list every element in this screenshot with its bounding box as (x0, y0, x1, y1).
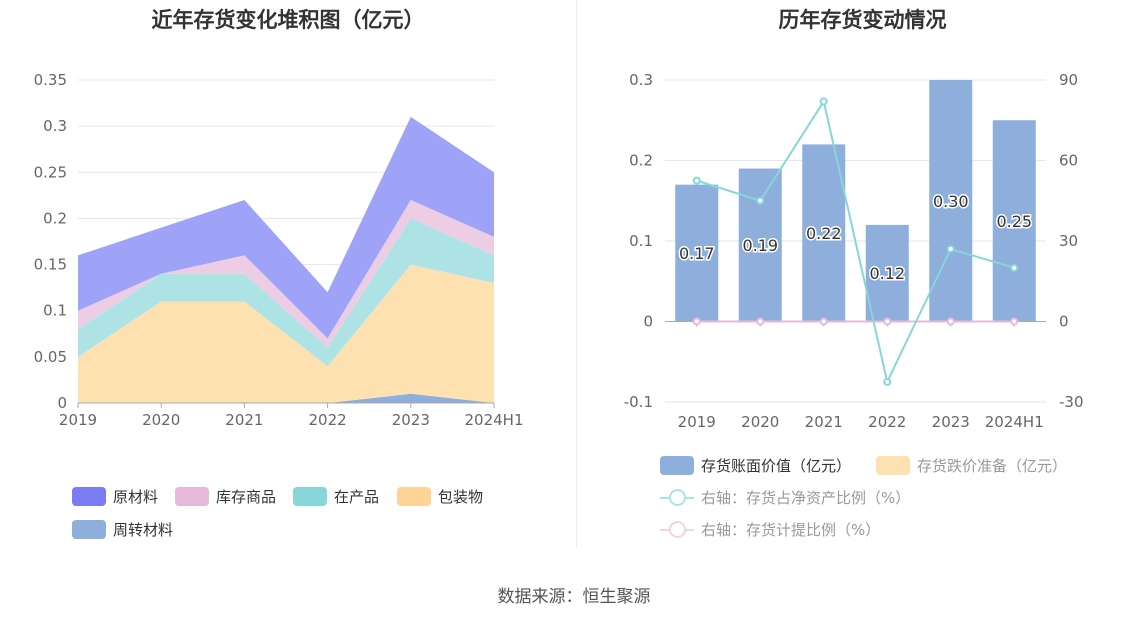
y-tick-label: 0.15 (34, 256, 67, 274)
legend-item-raw-materials[interactable]: 原材料 (72, 486, 158, 507)
y-tick-label: 0.2 (629, 152, 653, 170)
legend-item-turnover-materials[interactable]: 周转材料 (72, 519, 173, 540)
y-tick-label: 0.1 (629, 232, 653, 250)
line-point (883, 377, 892, 386)
x-tick-label: 2024H1 (465, 411, 524, 429)
legend-label-packaging: 包装物 (438, 488, 484, 506)
line-point (1010, 317, 1019, 326)
legend-label-raw-materials: 原材料 (113, 488, 159, 506)
legend-swatch-turnover-materials (72, 520, 106, 539)
y-tick-label: 0 (57, 394, 67, 412)
bar (992, 120, 1036, 322)
y-tick-label: 0 (643, 313, 653, 331)
legend-item-impairment[interactable]: 存货跌价准备（亿元） (876, 455, 1067, 476)
legend-swatch-packaging (397, 487, 431, 506)
legend-swatch-raw-materials (72, 487, 106, 506)
area-series (78, 393, 494, 403)
bar (802, 144, 846, 322)
bar-value-label: 0.25 (996, 212, 1032, 231)
x-tick-label: 2020 (142, 411, 180, 429)
line-point (692, 176, 701, 185)
bar (675, 184, 719, 322)
x-tick-label: 2021 (225, 411, 263, 429)
legend-item-work-in-progress[interactable]: 在产品 (293, 486, 379, 507)
y-tick-label: 0.2 (43, 209, 67, 227)
line-point (819, 97, 828, 106)
legend-label-turnover-materials: 周转材料 (113, 521, 174, 539)
x-tick-label: 2020 (741, 413, 779, 431)
legend-item-provision-ratio[interactable]: 右轴：存货计提比例（%） (660, 519, 880, 540)
line-point (692, 317, 701, 326)
y-tick-label: 0.35 (34, 71, 67, 89)
area-series (78, 264, 494, 403)
y-tick-label: 0.05 (34, 348, 67, 366)
legend-swatch-finished-goods (175, 487, 209, 506)
line-point (819, 317, 828, 326)
line-point (1010, 263, 1019, 272)
line-point (946, 245, 955, 254)
legend-label-finished-goods: 库存商品 (216, 488, 277, 506)
legend-swatch-impairment (876, 456, 910, 475)
legend-line-net-asset-ratio (660, 488, 694, 507)
x-tick-label: 2019 (59, 411, 97, 429)
y-tick-label: -0.1 (624, 393, 653, 411)
legend-label-work-in-progress: 在产品 (334, 488, 380, 506)
y2-tick-label: 90 (1059, 71, 1078, 89)
y2-tick-label: 60 (1059, 152, 1078, 170)
x-tick-label: 2021 (805, 413, 843, 431)
x-tick-label: 2023 (932, 413, 970, 431)
data-source-note: 数据来源：恒生聚源 (497, 587, 651, 607)
y-tick-label: 0.3 (629, 71, 653, 89)
area-series (78, 199, 494, 348)
left-chart-title: 近年存货变化堆积图（亿元） (151, 8, 425, 32)
net-asset-ratio-line (696, 98, 1015, 385)
y-tick-label: 0.3 (43, 117, 67, 135)
legend-item-packaging[interactable]: 包装物 (397, 486, 483, 507)
line-point (756, 317, 765, 326)
bar-value-label: 0.22 (806, 224, 842, 243)
x-tick-label: 2022 (868, 413, 906, 431)
area-series (78, 116, 494, 339)
line-point (756, 196, 765, 205)
stacked-area-chart-panel: 近年存货变化堆积图（亿元） 0 0.05 0.1 0.15 0.2 0.25 0.3 0.35… (0, 0, 576, 560)
y2-tick-label: -30 (1059, 393, 1084, 411)
legend-line-provision-ratio (660, 520, 694, 539)
stacked-area-chart: 0 0.05 0.1 0.15 0.2 0.25 0.3 0.35 2019 2020 2021 20… (34, 71, 524, 429)
x-tick-label: 2022 (309, 411, 347, 429)
y-tick-label: 0.25 (34, 163, 67, 181)
line-point (946, 317, 955, 326)
x-tick-label: 2019 (678, 413, 716, 431)
line-point (883, 317, 892, 326)
legend-item-book-value[interactable]: 存货账面价值（亿元） (660, 455, 851, 476)
bar-line-combo-chart: -0.1 0 0.1 0.2 0.3 -30 0 30 60 90 2019 2020 2021 2022… (624, 71, 1084, 431)
y2-tick-label: 30 (1059, 232, 1078, 250)
legend-label-book-value: 存货账面价值（亿元） (701, 457, 852, 475)
legend-label-net-asset-ratio: 右轴：存货占净资产比例（%） (701, 489, 911, 507)
bar-value-label: 0.17 (679, 244, 715, 263)
legend-swatch-work-in-progress (293, 487, 327, 506)
bar-line-chart-panel: 历年存货变动情况 -0.1 0 0.1 0.2 0.3 -30 0 30 60 90 2019 202… (577, 0, 1148, 560)
bar (865, 224, 909, 322)
legend-label-impairment: 存货跌价准备（亿元） (917, 457, 1068, 475)
bar-value-label: 0.12 (869, 264, 905, 283)
bar-value-label: 0.30 (933, 192, 969, 211)
y-tick-label: 0.1 (43, 302, 67, 320)
x-tick-label: 2023 (392, 411, 430, 429)
bar (738, 168, 782, 322)
legend-item-net-asset-ratio[interactable]: 右轴：存货占净资产比例（%） (660, 487, 910, 508)
legend-label-provision-ratio: 右轴：存货计提比例（%） (701, 521, 881, 539)
legend-item-finished-goods[interactable]: 库存商品 (175, 486, 276, 507)
panel-divider (576, 0, 577, 548)
area-series (78, 218, 494, 367)
x-tick-label: 2024H1 (985, 413, 1044, 431)
y2-tick-label: 0 (1059, 313, 1069, 331)
right-chart-title: 历年存货变动情况 (778, 8, 947, 32)
legend-swatch-book-value (660, 456, 694, 475)
bar-value-label: 0.19 (742, 236, 778, 255)
